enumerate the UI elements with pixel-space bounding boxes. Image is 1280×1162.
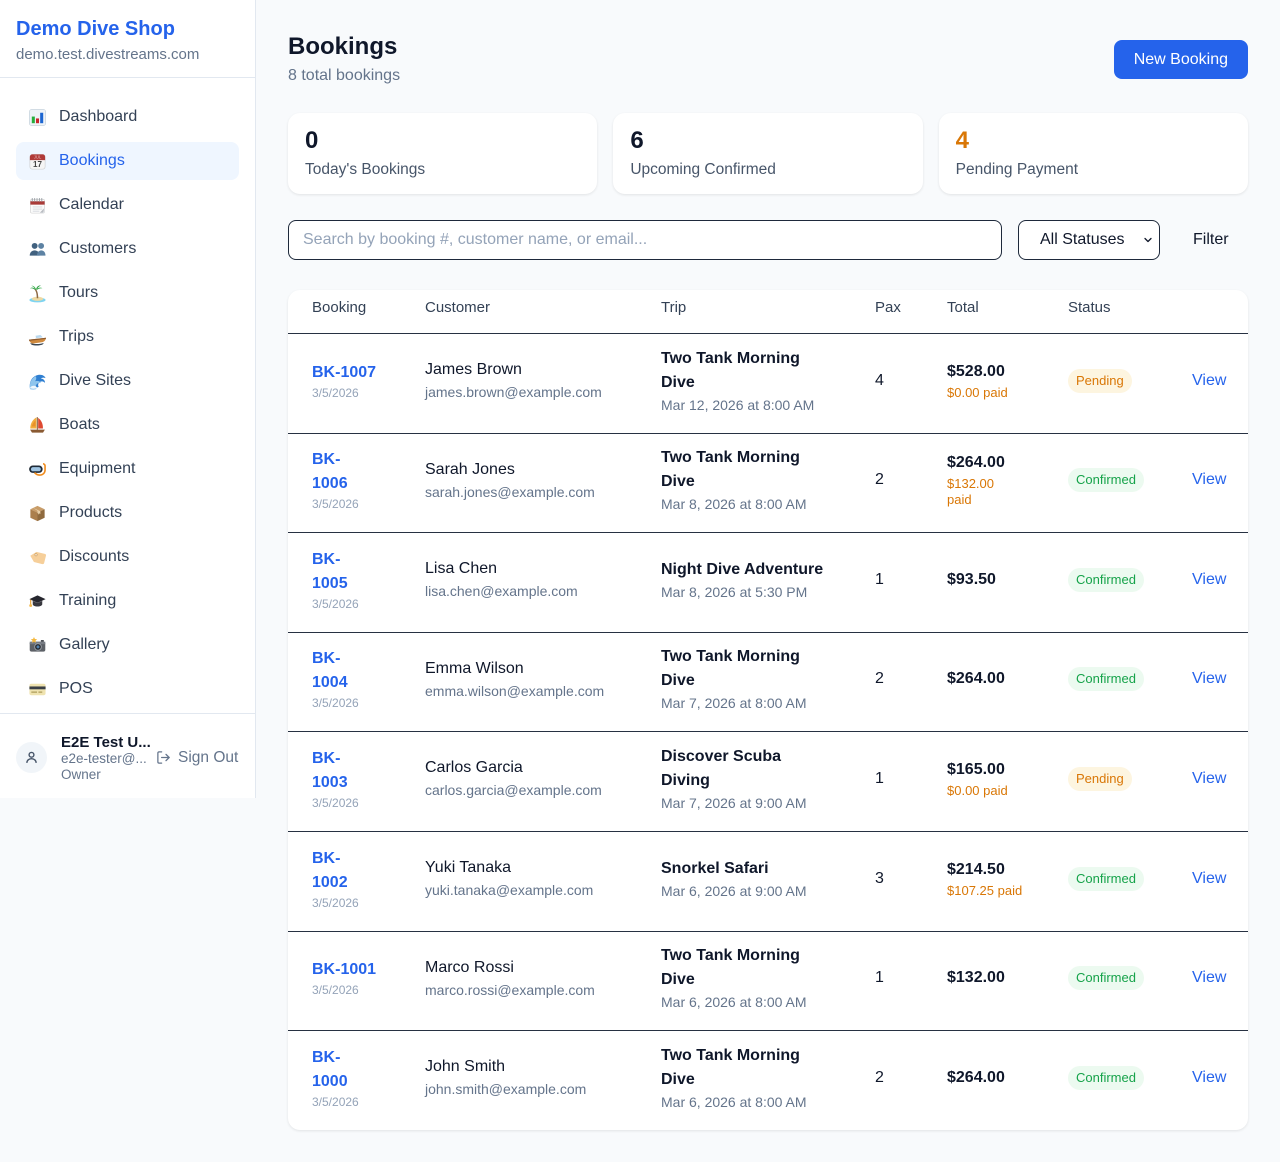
- svg-text:JUL: JUL: [34, 154, 42, 159]
- svg-text:17: 17: [33, 160, 42, 169]
